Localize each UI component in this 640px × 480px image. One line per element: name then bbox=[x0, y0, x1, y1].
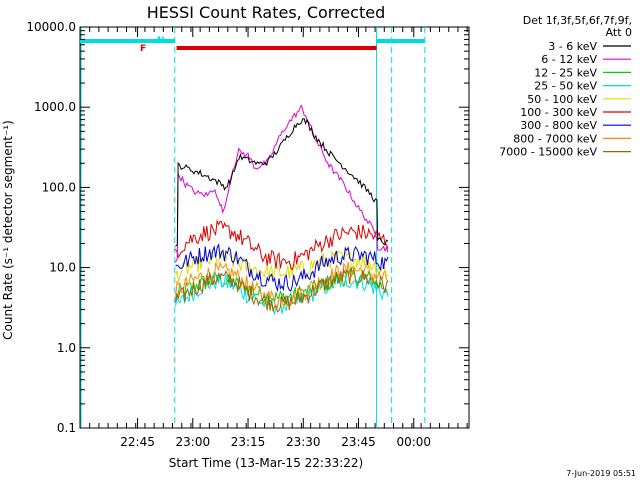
series-line-6 bbox=[175, 244, 389, 293]
y-tick-label: 1000.0 bbox=[34, 100, 76, 114]
y-axis-ticks: 0.1 1.0 10.0 100.0 1000.0 10000.0 bbox=[26, 20, 469, 435]
legend-label: 7000 - 15000 keV bbox=[499, 146, 597, 159]
x-tick-label: 23:00 bbox=[176, 435, 211, 449]
flag-n-label: N bbox=[157, 36, 165, 46]
y-tick-label: 100.0 bbox=[42, 180, 76, 194]
x-tick-label: 00:00 bbox=[396, 435, 431, 449]
series-line-0 bbox=[175, 118, 389, 247]
x-axis-ticks: 22:45 23:00 23:15 23:30 23:45 00:00 bbox=[89, 27, 468, 449]
legend-label: 12 - 25 keV bbox=[534, 66, 597, 79]
series-line-5 bbox=[175, 219, 389, 271]
x-tick-label: 23:30 bbox=[286, 435, 321, 449]
legend-label: 25 - 50 keV bbox=[534, 80, 597, 93]
legend-label: 300 - 800 keV bbox=[520, 119, 597, 132]
y-tick-label: 10000.0 bbox=[26, 20, 76, 34]
orbit-overlays bbox=[80, 27, 426, 428]
legend-label: 100 - 300 keV bbox=[520, 106, 597, 119]
x-axis-label: Start Time (13-Mar-15 22:33:22) bbox=[169, 456, 363, 470]
chart-title: HESSI Count Rates, Corrected bbox=[147, 3, 385, 22]
legend-label: 800 - 7000 keV bbox=[513, 132, 597, 145]
plot-border bbox=[79, 26, 470, 429]
legend-header: Det 1f,3f,5f,6f,7f,9f, bbox=[523, 14, 632, 27]
y-tick-label: 0.1 bbox=[57, 421, 76, 435]
y-tick-label: 1.0 bbox=[57, 341, 76, 355]
x-tick-label: 23:15 bbox=[231, 435, 266, 449]
footer-date: 7-Jun-2019 05:51 bbox=[566, 469, 636, 478]
x-tick-label: 23:45 bbox=[341, 435, 376, 449]
series-lines bbox=[175, 104, 389, 316]
legend-attenuator: Att 0 bbox=[606, 26, 632, 39]
legend-label: 50 - 100 keV bbox=[527, 93, 597, 106]
y-tick-label: 10.0 bbox=[49, 261, 76, 275]
legend-label: 3 - 6 keV bbox=[548, 40, 597, 53]
legend-label: 6 - 12 keV bbox=[541, 53, 597, 66]
series-line-4 bbox=[175, 249, 389, 283]
flag-f-label: F bbox=[140, 44, 146, 54]
y-axis-label: Count Rate (s⁻¹ detector segment⁻¹) bbox=[1, 120, 15, 340]
series-line-1 bbox=[175, 104, 389, 263]
series-line-3 bbox=[175, 272, 389, 316]
x-tick-label: 22:45 bbox=[120, 435, 155, 449]
plot-frame bbox=[79, 26, 470, 429]
